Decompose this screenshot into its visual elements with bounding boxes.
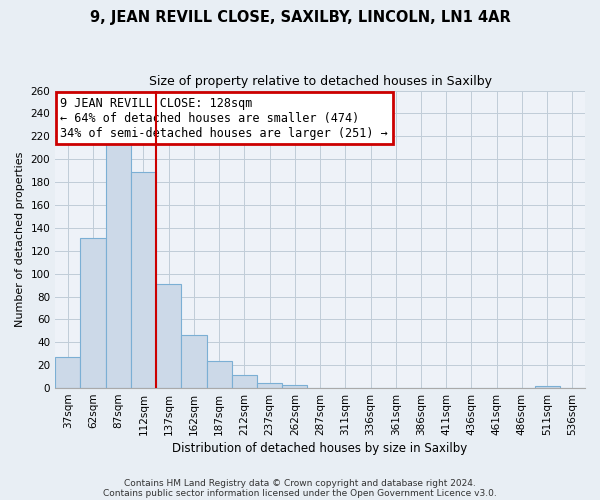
X-axis label: Distribution of detached houses by size in Saxilby: Distribution of detached houses by size … (172, 442, 468, 455)
Bar (156, 284, 181, 388)
Bar (535, 386, 560, 388)
Bar (257, 384, 282, 388)
Text: 9, JEAN REVILL CLOSE, SAXILBY, LINCOLN, LN1 4AR: 9, JEAN REVILL CLOSE, SAXILBY, LINCOLN, … (89, 10, 511, 25)
Text: Contains public sector information licensed under the Open Government Licence v3: Contains public sector information licen… (103, 488, 497, 498)
Bar (181, 336, 206, 388)
Bar (206, 360, 232, 388)
Bar (232, 376, 257, 388)
Bar (131, 172, 156, 388)
Text: Contains HM Land Registry data © Crown copyright and database right 2024.: Contains HM Land Registry data © Crown c… (124, 478, 476, 488)
Text: 9 JEAN REVILL CLOSE: 128sqm
← 64% of detached houses are smaller (474)
34% of se: 9 JEAN REVILL CLOSE: 128sqm ← 64% of det… (61, 96, 388, 140)
Y-axis label: Number of detached properties: Number of detached properties (15, 152, 25, 327)
Bar (106, 143, 131, 388)
Bar (55, 357, 80, 388)
Bar (282, 384, 307, 388)
Bar (80, 238, 106, 388)
Title: Size of property relative to detached houses in Saxilby: Size of property relative to detached ho… (149, 75, 491, 88)
